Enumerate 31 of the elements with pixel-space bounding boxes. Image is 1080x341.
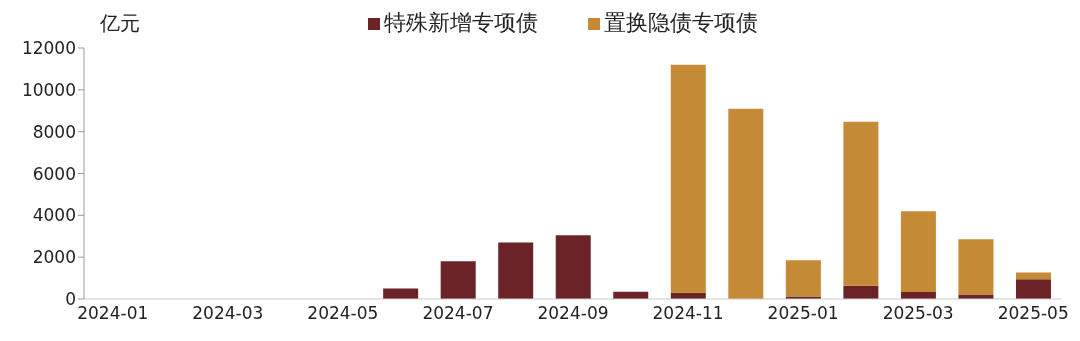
x-tick-label: 2024-05 — [307, 303, 379, 324]
x-tick-label: 2025-01 — [767, 303, 839, 324]
bar — [670, 64, 706, 293]
bar — [440, 261, 476, 299]
bar — [1015, 279, 1051, 299]
x-tick-label: 2024-03 — [192, 303, 264, 324]
x-tick-label: 2025-05 — [997, 303, 1069, 324]
y-axis-title: 亿元 — [100, 10, 140, 37]
bar — [843, 121, 879, 286]
bar — [555, 235, 591, 299]
y-tick-label: 8000 — [32, 121, 76, 142]
y-tick-label: 4000 — [32, 205, 76, 226]
bar — [728, 108, 764, 299]
bar — [900, 211, 936, 292]
x-tick-label: 2024-09 — [537, 303, 609, 324]
y-tick-label: 6000 — [32, 163, 76, 184]
legend-label: 置换隐债专项债 — [604, 10, 758, 35]
legend-label: 特殊新增专项债 — [384, 10, 538, 35]
y-tick-label: 10000 — [21, 79, 76, 100]
x-tick-label: 2024-11 — [652, 303, 724, 324]
x-tick-label: 2024-07 — [422, 303, 494, 324]
x-tick-label: 2025-03 — [882, 303, 954, 324]
bar — [843, 285, 879, 299]
y-tick-label: 2000 — [32, 247, 76, 268]
bar — [785, 260, 821, 297]
bar — [498, 242, 534, 299]
x-tick-label: 2024-01 — [77, 303, 149, 324]
bar — [1015, 272, 1051, 280]
y-tick-label: 0 — [65, 289, 76, 310]
bar — [958, 239, 994, 295]
y-tick-label: 12000 — [21, 38, 76, 59]
